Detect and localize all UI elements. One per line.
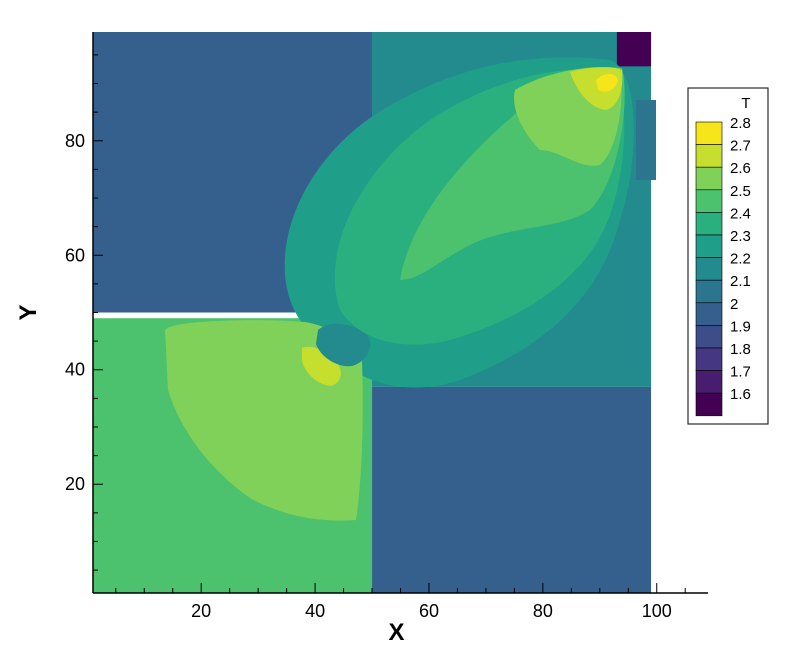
y-tick-label: 20 (65, 474, 85, 494)
region-top-right-corner (616, 32, 652, 67)
legend-label: 2.3 (730, 228, 751, 245)
legend-label: 2.2 (730, 251, 751, 268)
y-tick-label: 80 (65, 131, 85, 151)
axes: 20 40 60 80 100 20 40 60 80 X Y (15, 32, 708, 646)
y-tick-label: 60 (65, 245, 85, 265)
legend-swatch (695, 279, 723, 304)
x-axis-title: X (388, 619, 404, 646)
legend-label: 1.8 (730, 341, 751, 358)
contour-lobe-ll-2.7 (302, 346, 341, 386)
legend-label: 2.4 (730, 205, 751, 222)
legend-swatch (695, 166, 723, 191)
legend-swatch (695, 325, 723, 349)
y-axis-title: Y (15, 304, 42, 320)
legend-swatch (695, 302, 723, 326)
legend-label: 1.7 (730, 364, 751, 381)
legend-label: 2.5 (730, 183, 751, 200)
x-tick-label: 20 (191, 601, 211, 621)
legend-swatch (695, 392, 723, 417)
legend-swatch (695, 234, 723, 258)
legend-label: 2.6 (730, 160, 751, 177)
contour-lobe-2.8 (596, 74, 618, 92)
legend-label: 2.1 (730, 273, 751, 290)
legend-swatch (695, 189, 723, 213)
legend-swatch (695, 212, 723, 236)
legend-swatch (695, 347, 723, 371)
legend-title: T (741, 95, 750, 112)
y-tick-label: 40 (65, 360, 85, 380)
contour-vortex-2.2 (316, 323, 371, 367)
x-tick-label: 100 (642, 601, 672, 621)
legend-label: 2.8 (730, 115, 751, 132)
x-tick-label: 40 (305, 601, 325, 621)
legend-swatch (695, 121, 723, 145)
legend: T 2.8 2.7 2.6 2.5 2.4 2.3 2.2 2.1 2 1.9 1.8 1.7 1.6 (687, 87, 769, 425)
legend-swatch (695, 370, 723, 394)
legend-swatch (695, 144, 723, 168)
region-lower-right-quadrant (372, 386, 652, 593)
legend-label: 1.6 (730, 386, 751, 403)
legend-swatch (695, 257, 723, 281)
legend-label: 2 (730, 296, 738, 313)
temperature-field (93, 32, 656, 593)
legend-label: 2.7 (730, 138, 751, 155)
x-tick-label: 60 (419, 601, 439, 621)
legend-label: 1.9 (730, 318, 751, 335)
x-tick-label: 80 (533, 601, 553, 621)
contour-strip-right (636, 100, 656, 180)
